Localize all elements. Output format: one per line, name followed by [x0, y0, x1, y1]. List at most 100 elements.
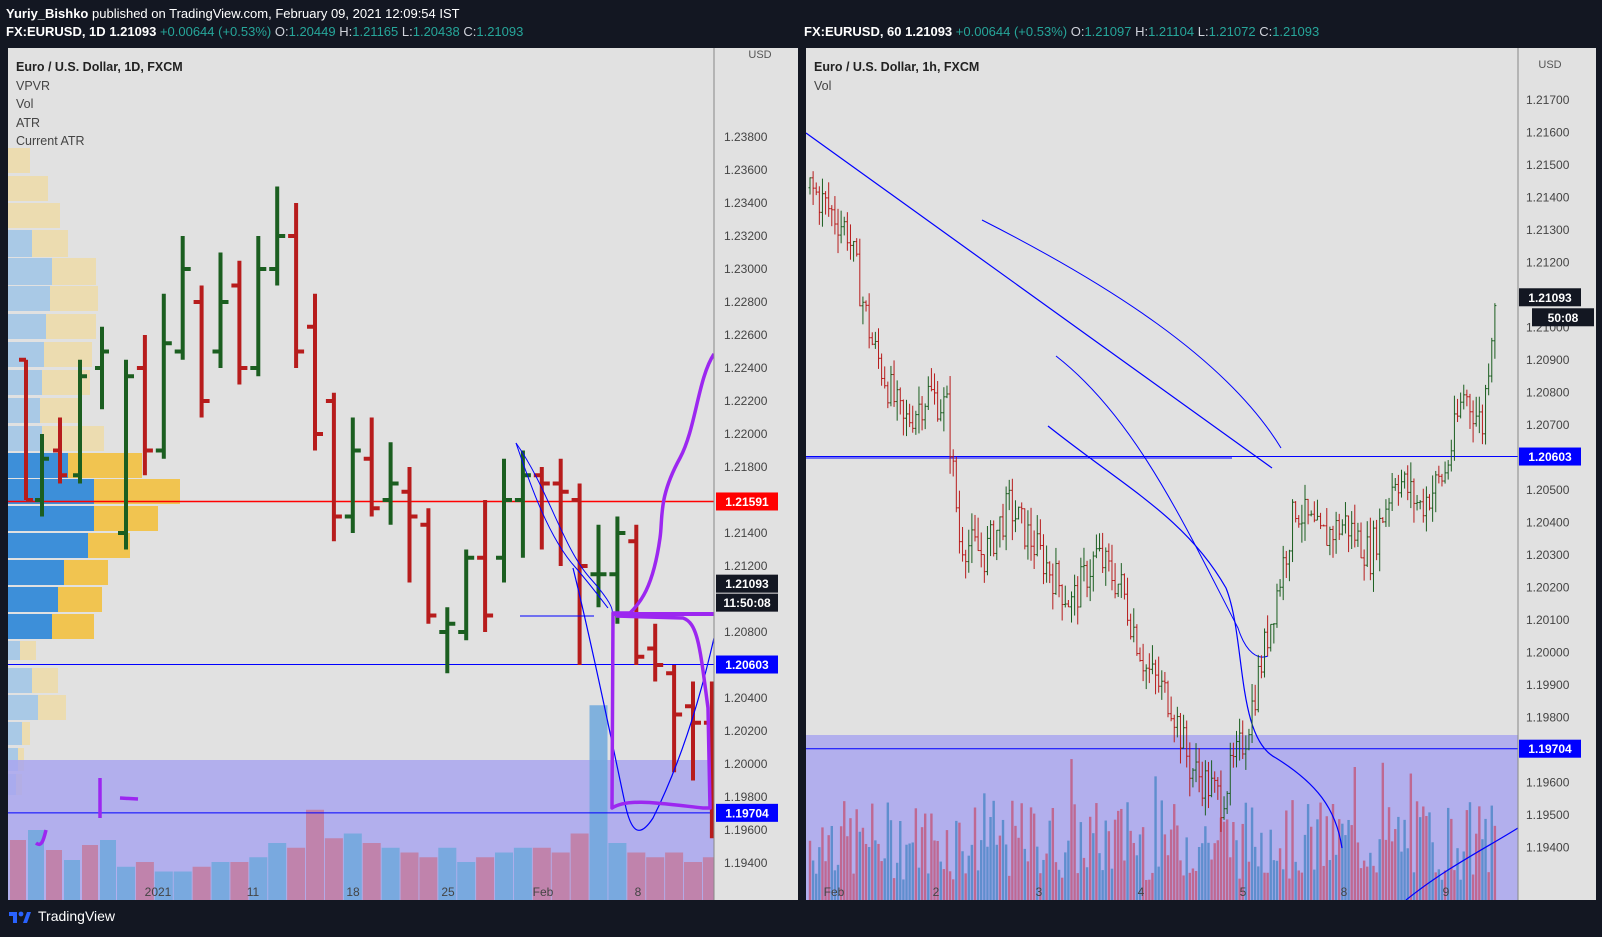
volume-bar — [824, 861, 827, 900]
volume-bar — [1101, 870, 1104, 900]
left-symbol-name[interactable]: FX:EURUSD, 1D — [6, 24, 106, 39]
volume-bar — [1169, 829, 1173, 900]
daily-chart-panel[interactable]: USD 1.23800 1.23600 1.23400 1.23200 1.23000 1.… — [8, 48, 798, 900]
volume-bar — [1154, 776, 1157, 900]
volume-bar — [324, 838, 343, 900]
price-tick-label: 1.20200 — [1526, 581, 1570, 595]
volume-bar — [877, 843, 880, 900]
legend-vol-hourly[interactable]: Vol — [814, 78, 832, 93]
volume-bar — [871, 803, 874, 900]
volume-bar — [1400, 851, 1403, 900]
price-tick-label: 1.21400 — [724, 526, 768, 540]
legend-current-atr[interactable]: Current ATR — [16, 134, 85, 148]
price-tag-level-low: 1.19704 — [1528, 742, 1572, 756]
left-l-value: 1.20438 — [412, 24, 460, 39]
volume-bar — [1064, 852, 1067, 900]
time-tick-label: 3 — [1036, 885, 1043, 899]
price-tag-level-mid: 1.20603 — [725, 658, 769, 672]
trend-curve-outer — [515, 442, 613, 614]
time-tick-label: 2021 — [145, 885, 172, 899]
volume-bar — [1446, 807, 1450, 900]
time-tick-label: 2 — [933, 885, 940, 899]
volume-bar — [1403, 819, 1406, 900]
price-tick-label: 1.21400 — [1526, 191, 1570, 205]
volume-bar — [1129, 830, 1132, 900]
volume-bar — [1493, 825, 1497, 900]
volume-bar — [883, 858, 886, 900]
volume-bar — [952, 879, 955, 900]
volume-bar — [457, 862, 476, 900]
volume-bar — [1344, 835, 1347, 900]
volume-bar — [1471, 874, 1475, 900]
volume-bar — [1051, 807, 1055, 900]
volume-bar — [1481, 839, 1484, 900]
volume-bar — [1151, 872, 1154, 900]
volume-bar — [419, 857, 438, 900]
right-symbol-name[interactable]: FX:EURUSD, 60 — [804, 24, 902, 39]
time-tick-label: 8 — [1341, 885, 1348, 899]
volume-bar — [551, 852, 570, 900]
legend-vol[interactable]: Vol — [16, 97, 34, 111]
right-symbol-last: 1.21093 — [905, 24, 953, 39]
volume-bar — [961, 851, 964, 900]
volume-bar — [10, 840, 26, 900]
volume-bar — [1257, 866, 1260, 900]
volume-bar — [1281, 869, 1285, 900]
volume-bar — [1045, 853, 1048, 900]
volume-bar — [495, 852, 513, 900]
volume-bar — [1291, 800, 1294, 900]
volume-bar — [1001, 819, 1005, 900]
price-tag-last: 1.21093 — [725, 577, 769, 591]
price-tick-label: 1.19600 — [1526, 776, 1570, 790]
volume-bar — [1132, 842, 1135, 900]
price-tag-resistance: 1.21591 — [725, 495, 769, 509]
legend-atr[interactable]: ATR — [16, 115, 41, 130]
time-tick-label: Feb — [824, 885, 845, 899]
vpvr-up-row — [8, 668, 32, 693]
volume-bar — [1157, 866, 1160, 900]
vpvr-up-row — [8, 314, 46, 339]
volume-bar — [1213, 843, 1216, 900]
price-axis-bg — [714, 48, 798, 900]
price-tick-label: 1.20800 — [1526, 386, 1570, 400]
hourly-chart-panel[interactable]: USD 1.21700 1.21600 1.21500 1.21400 1.21300 1.… — [806, 48, 1596, 900]
price-tag-level-low: 1.19704 — [725, 806, 769, 820]
volume-bar — [1425, 816, 1428, 900]
volume-bar — [1188, 872, 1192, 900]
volume-bar — [476, 857, 495, 900]
volume-bar — [942, 869, 946, 900]
right-l-value: 1.21072 — [1208, 24, 1256, 39]
price-tick-label: 1.21600 — [1526, 126, 1570, 140]
volume-bar — [665, 852, 684, 900]
right-o-label: O: — [1070, 24, 1085, 39]
price-tick-label: 1.23400 — [724, 196, 768, 210]
volume-bar — [1148, 879, 1151, 900]
daily-chart-svg[interactable]: USD 1.23800 1.23600 1.23400 1.23200 1.23000 1.… — [8, 48, 798, 900]
price-tick-label: 1.20000 — [724, 757, 768, 771]
volume-bar — [117, 866, 135, 900]
volume-bar — [861, 827, 865, 900]
legend-vpvr[interactable]: VPVR — [16, 78, 51, 93]
price-tick-label: 1.20300 — [1526, 548, 1570, 562]
volume-bar — [936, 840, 939, 900]
volume-bar — [889, 820, 893, 900]
author-name[interactable]: Yuriy_Bishko — [6, 6, 89, 21]
right-symbol-change: +0.00644 (+0.53%) — [955, 24, 1068, 39]
volume-bar — [1238, 878, 1241, 900]
volume-bar — [986, 846, 989, 900]
tradingview-logo[interactable]: TradingView — [8, 908, 115, 924]
price-tag-resistance-bg — [716, 492, 778, 511]
volume-bar — [1384, 839, 1388, 900]
volume-bar — [1135, 855, 1139, 900]
volume-bar — [1085, 867, 1089, 900]
vpvr-down-row — [38, 695, 66, 720]
volume-bar — [589, 705, 608, 900]
daily-legend-title[interactable]: Euro / U.S. Dollar, 1D, FXCM — [16, 60, 183, 74]
volume-bar — [970, 844, 974, 900]
hourly-chart-svg[interactable]: USD 1.21700 1.21600 1.21500 1.21400 1.21300 1.… — [806, 48, 1596, 900]
vpvr-up-row — [8, 286, 50, 311]
vpvr-down-row — [18, 748, 24, 771]
volume-bar — [1120, 808, 1123, 900]
volume-bar — [1306, 804, 1310, 900]
hourly-legend-title[interactable]: Euro / U.S. Dollar, 1h, FXCM — [814, 60, 980, 74]
